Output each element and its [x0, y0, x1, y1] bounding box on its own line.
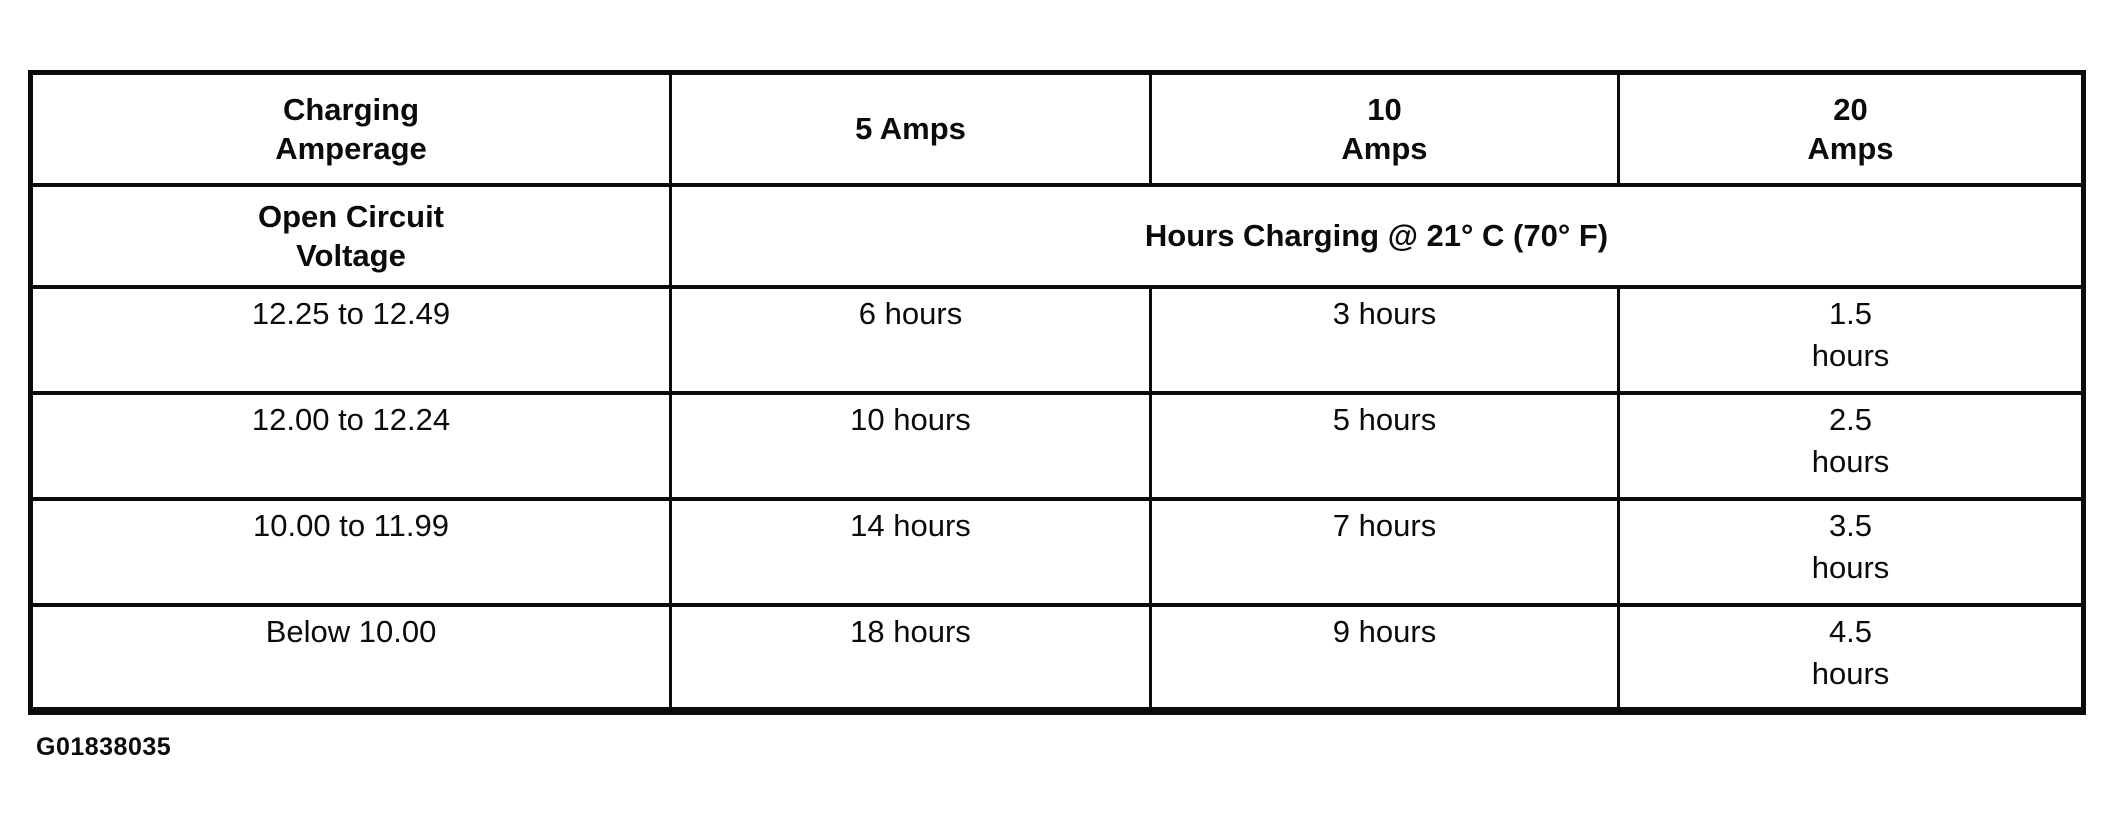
header-5-amps: 5 Amps — [669, 70, 1152, 187]
voltage-range-cell: 12.00 to 12.24 — [29, 390, 672, 501]
header-open-circuit-voltage: Open Circuit Voltage — [29, 182, 672, 289]
hours-20a-cell: 4.5 hours — [1617, 602, 2085, 713]
hours-10a-cell: 7 hours — [1149, 496, 1620, 607]
hours-20a-cell: 1.5 hours — [1617, 284, 2085, 395]
figure-id: G01838035 — [36, 733, 172, 761]
voltage-range-cell: 12.25 to 12.49 — [29, 284, 672, 395]
header-row-amperage: Charging Amperage 5 Amps 10 Amps 20 Amps — [29, 70, 2085, 187]
voltage-range-cell: Below 10.00 — [29, 602, 672, 713]
hours-20a-cell: 3.5 hours — [1617, 496, 2085, 607]
hours-5a-cell: 6 hours — [669, 284, 1152, 395]
table-row: 12.00 to 12.24 10 hours 5 hours 2.5 hour… — [29, 390, 2085, 501]
hours-10a-cell: 9 hours — [1149, 602, 1620, 713]
header-charging-amperage: Charging Amperage — [29, 70, 672, 187]
header-20-amps: 20 Amps — [1617, 70, 2085, 187]
header-hours-charging: Hours Charging @ 21° C (70° F) — [669, 182, 2085, 289]
hours-5a-cell: 18 hours — [669, 602, 1152, 713]
header-10-amps: 10 Amps — [1149, 70, 1620, 187]
table-row: Below 10.00 18 hours 9 hours 4.5 hours — [29, 602, 2085, 713]
hours-20a-cell: 2.5 hours — [1617, 390, 2085, 501]
hours-10a-cell: 3 hours — [1149, 284, 1620, 395]
battery-charging-time-table: Charging Amperage 5 Amps 10 Amps 20 Amps… — [28, 70, 2086, 715]
table-row: 12.25 to 12.49 6 hours 3 hours 1.5 hours — [29, 284, 2085, 395]
header-row-voltage: Open Circuit Voltage Hours Charging @ 21… — [29, 182, 2085, 289]
hours-5a-cell: 14 hours — [669, 496, 1152, 607]
voltage-range-cell: 10.00 to 11.99 — [29, 496, 672, 607]
hours-5a-cell: 10 hours — [669, 390, 1152, 501]
table-row: 10.00 to 11.99 14 hours 7 hours 3.5 hour… — [29, 496, 2085, 607]
hours-10a-cell: 5 hours — [1149, 390, 1620, 501]
